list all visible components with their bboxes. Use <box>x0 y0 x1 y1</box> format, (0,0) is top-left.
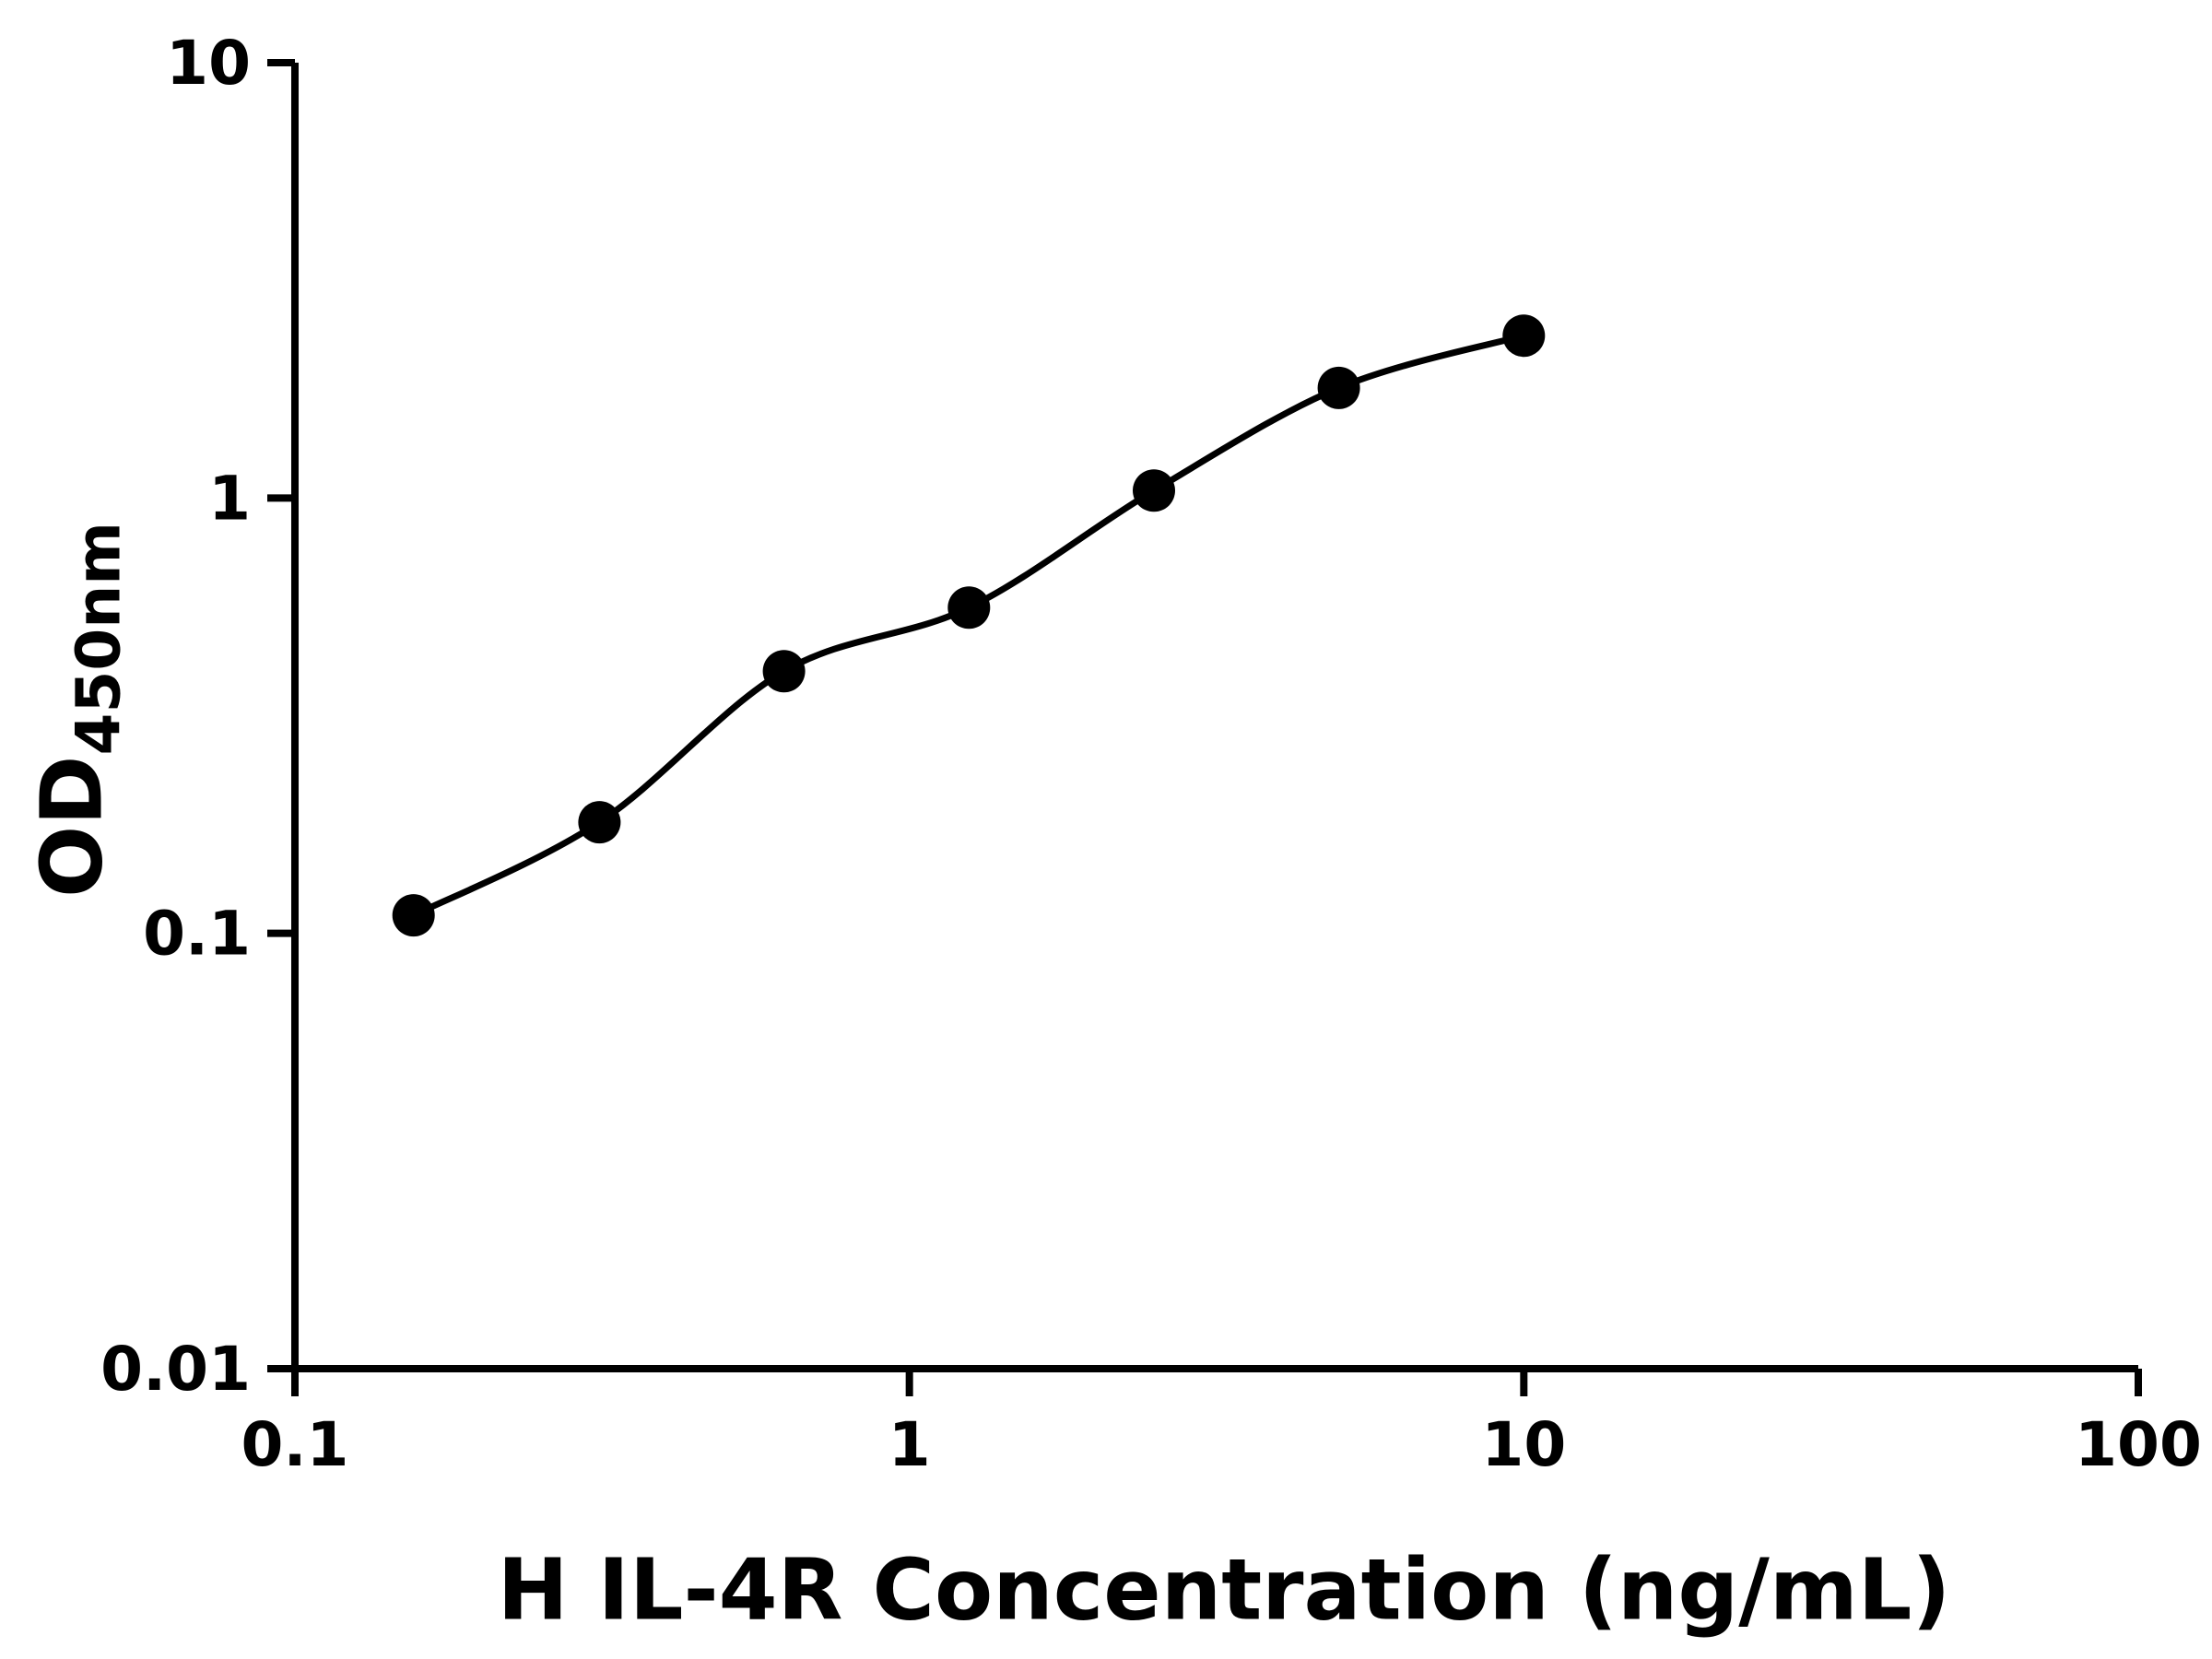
y-axis-label-main: OD <box>22 755 122 899</box>
y-axis-label-subscript: 450nm <box>63 521 135 756</box>
data-point <box>1502 314 1546 358</box>
data-point <box>1317 366 1360 409</box>
y-tick-label: 0.01 <box>100 1334 251 1405</box>
data-point <box>1133 469 1175 512</box>
data-point <box>578 801 621 844</box>
x-tick-label: 100 <box>2075 1409 2202 1480</box>
y-tick-label: 1 <box>208 463 251 534</box>
x-axis-label: H IL-4R Concentration (ng/mL) <box>497 1540 1951 1640</box>
y-tick-label: 10 <box>166 28 251 99</box>
x-tick-label: 0.1 <box>241 1409 349 1480</box>
x-tick-label: 10 <box>1481 1409 1566 1480</box>
data-point <box>947 586 991 629</box>
data-point <box>392 894 435 937</box>
x-tick-label: 1 <box>888 1409 931 1480</box>
y-tick-label: 0.1 <box>143 899 251 970</box>
axis-lines <box>291 63 2138 1372</box>
y-axis-label: OD450nm <box>23 522 135 898</box>
data-point <box>762 650 806 693</box>
